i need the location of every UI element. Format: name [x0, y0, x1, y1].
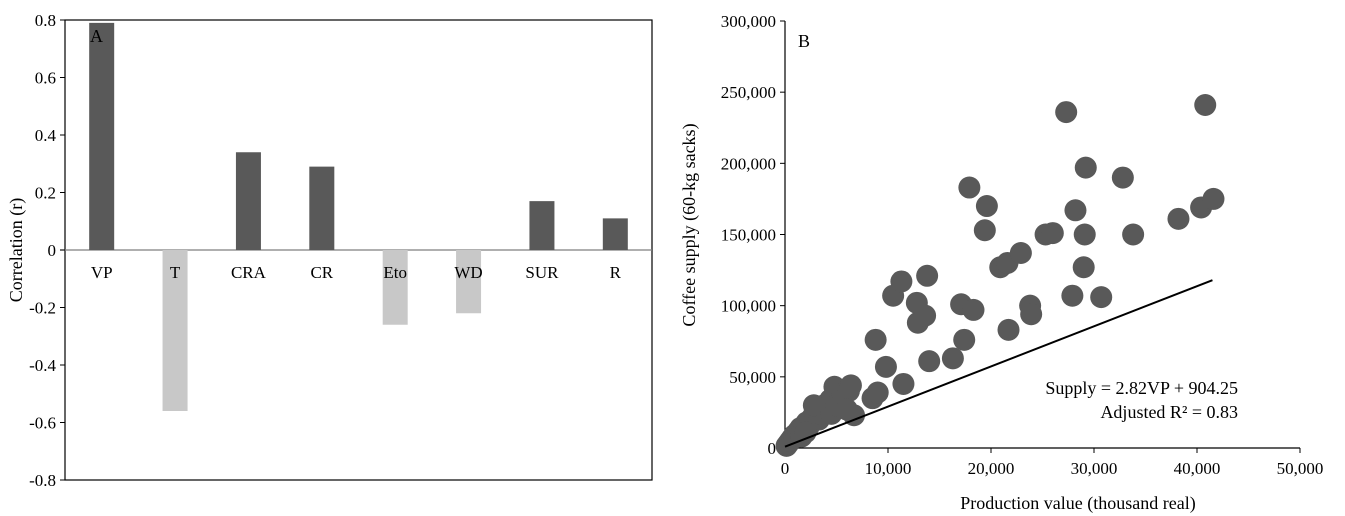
panel-b-data-point — [962, 298, 985, 321]
panel-b-data-point — [1009, 242, 1032, 265]
panel-b-data-point — [1041, 222, 1064, 245]
panel-b-y-ticks: 300,000 250,000 200,000 150,000 100,000 50,00… — [721, 12, 785, 458]
panel-b-data-point — [1072, 256, 1095, 279]
panel-a-category-label: WD — [454, 263, 482, 282]
panel-b-data-point — [1202, 187, 1225, 210]
panel-a-bar-vp — [89, 22, 115, 250]
panel-a-category-label: Eto — [383, 263, 407, 282]
panel-b-data-point — [916, 264, 939, 287]
panel-b-y-axis-title: Coffee supply (60-kg sacks) — [679, 123, 700, 326]
panel-b-data-point — [1020, 303, 1043, 326]
panel-b-data-point — [890, 270, 913, 293]
panel-b-scatter-chart: 300,000 250,000 200,000 150,000 100,000 50,00… — [679, 12, 1323, 514]
panel-b-data-point — [892, 372, 915, 395]
panel-a-bar-sur — [529, 201, 555, 250]
panel-b-equation: Supply = 2.82VP + 904.25 — [1045, 378, 1238, 398]
panel-a-bars — [89, 22, 628, 411]
panel-b-x-tick-label: 30,000 — [1071, 459, 1118, 478]
panel-b-data-point — [1167, 207, 1190, 230]
panel-b-data-point — [1073, 223, 1096, 246]
panel-a-y-axis-title: Correlation (r) — [6, 198, 27, 302]
panel-a-y-tick-label: -0.4 — [29, 356, 56, 375]
panel-a-category-label: CRA — [231, 263, 267, 282]
panel-b-y-tick-label: 50,000 — [729, 368, 776, 387]
panel-a-bar-cra — [235, 152, 261, 250]
panel-b-data-point — [1090, 286, 1113, 309]
panel-b-data-point — [1111, 166, 1134, 189]
panel-b-data-point — [1064, 199, 1087, 222]
panel-a-y-tick-label: -0.6 — [29, 414, 56, 433]
panel-b-y-tick-label: 300,000 — [721, 12, 776, 31]
panel-b-data-point — [1061, 284, 1084, 307]
panel-a-y-tick-label: 0 — [48, 241, 57, 260]
panel-b-data-point — [1074, 156, 1097, 179]
panel-b-x-ticks: 0 10,000 20,000 30,000 40,000 50,000 — [781, 448, 1324, 478]
panel-b-data-point — [973, 219, 996, 242]
panel-b-data-point — [914, 304, 937, 327]
panel-b-data-point — [874, 355, 897, 378]
panel-a-y-tick-label: -0.2 — [29, 299, 56, 318]
panel-a-y-tick-label: -0.8 — [29, 471, 56, 490]
panel-a-y-tick-label: 0.2 — [35, 184, 56, 203]
panel-a-letter: A — [90, 26, 103, 46]
panel-a-bar-r — [602, 218, 628, 250]
panel-b-data-point — [1122, 223, 1145, 246]
panel-b-x-tick-label: 10,000 — [865, 459, 912, 478]
panel-a-y-ticks: 0.8 0.6 0.4 0.2 0 -0.2 -0.4 -0.6 -0.8 — [29, 11, 65, 490]
panel-b-data-point — [975, 195, 998, 218]
panel-a-bar-eto — [382, 250, 408, 325]
panel-b-data-point — [839, 374, 862, 397]
panel-b-y-tick-label: 100,000 — [721, 297, 776, 316]
panel-b-x-tick-label: 40,000 — [1174, 459, 1221, 478]
panel-a-y-tick-label: 0.8 — [35, 11, 56, 30]
panel-b-data-point — [802, 394, 825, 417]
panel-b-letter: B — [798, 31, 810, 51]
panel-a-category-label: VP — [91, 263, 113, 282]
panel-b-data-point — [997, 318, 1020, 341]
panel-b-x-tick-label: 20,000 — [968, 459, 1015, 478]
panel-b-y-tick-label: 200,000 — [721, 154, 776, 173]
panel-a-y-tick-label: 0.4 — [35, 126, 57, 145]
panel-a-category-labels: VP T CRA CR Eto WD SUR R — [91, 263, 622, 282]
panel-b-x-tick-label: 50,000 — [1277, 459, 1324, 478]
panel-b-x-axis-title: Production value (thousand real) — [960, 493, 1195, 514]
panel-b-y-tick-label: 250,000 — [721, 83, 776, 102]
panel-b-regression-line — [784, 279, 1213, 448]
panel-b-data-point — [866, 381, 889, 404]
panel-b-data-point — [958, 176, 981, 199]
panel-b-points — [775, 93, 1225, 457]
panel-b-data-point — [1194, 93, 1217, 116]
panel-a-category-label: SUR — [525, 263, 559, 282]
panel-a-bar-t — [162, 250, 188, 411]
panel-b-data-point — [835, 398, 858, 421]
panel-b-x-tick-label: 0 — [781, 459, 790, 478]
panel-a-bar-wd — [456, 250, 482, 314]
panel-a-bar-chart: 0.8 0.6 0.4 0.2 0 -0.2 -0.4 -0.6 -0.8 VP T CRA CR Et… — [6, 11, 653, 490]
panel-a-bar-cr — [309, 166, 335, 250]
panel-a-category-label: T — [170, 263, 181, 282]
panel-b-data-point — [918, 350, 941, 373]
panel-b-data-point — [794, 421, 817, 444]
panel-b-data-point — [953, 328, 976, 351]
panel-b-y-tick-label: 150,000 — [721, 226, 776, 245]
panel-b-y-tick-label: 0 — [768, 439, 777, 458]
panel-b-data-point — [941, 347, 964, 370]
panel-a-category-label: R — [610, 263, 622, 282]
panel-b-data-point — [864, 328, 887, 351]
panel-b-data-point — [1055, 101, 1078, 124]
panel-a-y-tick-label: 0.6 — [35, 69, 56, 88]
panel-b-r-squared: Adjusted R² = 0.83 — [1100, 402, 1238, 422]
panel-a-category-label: CR — [310, 263, 333, 282]
